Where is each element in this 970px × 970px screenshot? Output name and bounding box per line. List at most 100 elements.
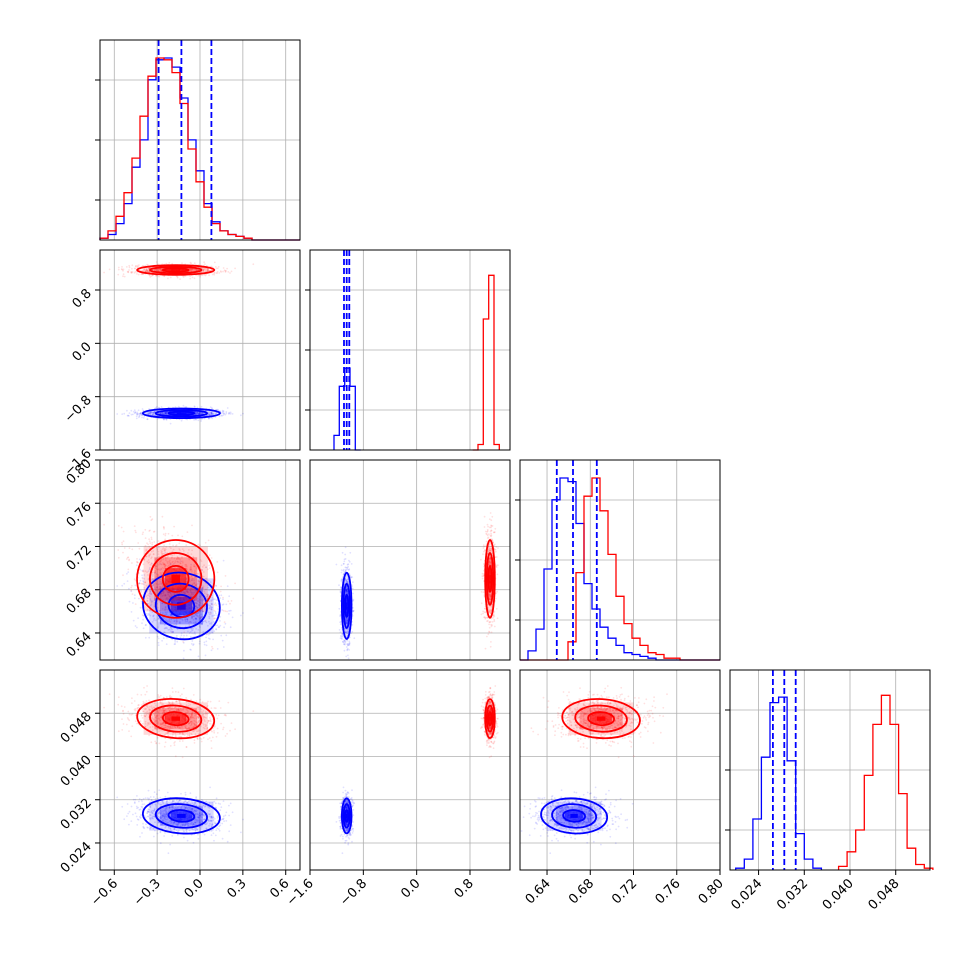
sample-point [165,598,168,600]
sample-point [199,617,201,620]
sample-point [224,575,227,577]
sample-point [197,274,200,277]
sample-point [160,267,162,270]
sample-point [488,623,490,626]
sample-point [350,563,353,565]
sample-point [165,411,168,414]
sample-point [351,630,354,633]
sample-point [338,584,340,587]
sample-point [147,412,150,415]
sample-point [140,590,143,593]
sample-point [206,269,209,272]
sample-point [135,265,137,267]
sample-point [146,418,149,421]
sample-point [190,627,193,630]
sample-point [146,269,149,272]
sample-point [157,270,160,272]
sample-point [207,269,210,272]
sample-point [170,631,173,633]
sample-point [196,406,199,409]
sample-point [488,626,491,629]
sample-point [200,420,203,422]
sample-point [179,622,181,624]
sample-point [228,412,231,415]
sample-point [151,411,154,414]
sample-point [196,606,198,609]
sample-point [161,639,164,642]
sample-point [490,519,493,522]
sample-point [153,530,156,533]
sample-point [160,268,163,271]
sample-point [194,589,197,592]
sample-point [191,629,194,631]
sample-point [208,412,211,415]
sample-point [144,528,147,531]
sample-point [353,637,356,640]
sample-point [149,604,152,607]
sample-point [160,568,163,571]
sample-point [482,553,484,556]
sample-point [161,411,163,414]
sample-point [122,574,124,577]
sample-point [152,411,155,414]
sample-point [182,641,185,643]
sample-point [170,627,173,630]
sample-point [191,276,194,279]
sample-point [149,412,152,414]
sample-point [121,268,124,271]
sample-point [160,269,163,272]
sample-point [140,589,142,592]
sample-point [216,270,219,273]
sample-point [155,405,158,408]
sample-point [182,404,185,407]
sample-point [172,544,175,547]
sample-point [208,620,210,623]
sample-point [157,625,160,628]
sample-point [178,620,181,623]
sample-point [213,614,216,617]
sample-point [486,533,488,536]
sample-point [168,543,171,545]
sample-point [122,273,125,276]
sample-point [149,412,152,415]
sample-point [164,609,167,611]
sample-point [128,559,130,562]
sample-point [230,270,233,273]
sample-point [136,561,139,564]
sample-point [146,269,149,272]
sample-point [201,603,204,605]
sample-point [211,599,214,601]
sample-point [126,270,129,273]
sample-point [166,611,169,614]
sample-point [191,579,194,582]
sample-point [203,643,206,646]
sample-point [142,627,145,630]
sample-point [137,273,140,276]
sample-point [189,277,192,280]
sample-point [127,568,130,571]
sample-point [228,610,231,612]
sample-point [187,588,190,590]
sample-point [231,616,234,619]
sample-point [121,584,124,587]
sample-point [180,419,183,422]
sample-point [130,271,133,274]
sample-point [164,412,167,415]
sample-point [214,266,217,268]
sample-point [352,599,355,602]
sample-point [139,606,142,609]
sample-point [139,269,142,272]
sample-point [141,414,144,417]
sample-point [153,599,156,602]
sample-point [228,413,230,415]
sample-point [222,603,225,606]
sample-point [191,607,194,610]
sample-point [252,597,255,600]
sample-point [186,618,189,621]
sample-point [103,271,105,274]
sample-point [196,600,199,602]
sample-point [127,556,130,559]
sample-point [222,414,225,416]
sample-point [175,275,178,278]
sample-point [151,579,154,581]
